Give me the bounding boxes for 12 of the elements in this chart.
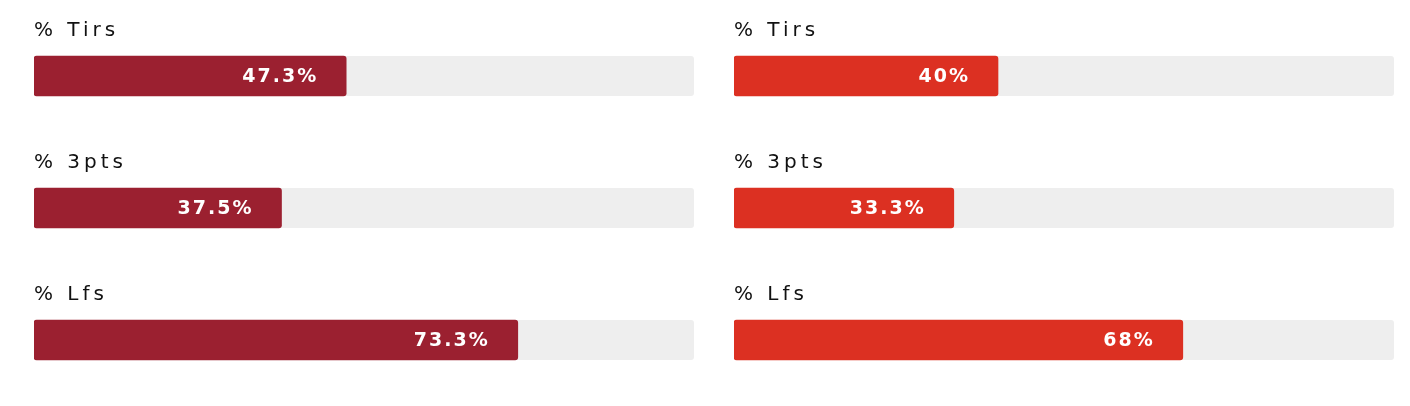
category-label: % 3pts: [734, 149, 828, 174]
category-label: % Tirs: [34, 17, 120, 42]
category-label: % Lfs: [34, 281, 108, 306]
data-label: 68%: [1103, 327, 1155, 350]
data-label: 47.3%: [242, 63, 319, 86]
data-label: 33.3%: [849, 195, 926, 218]
data-label: 73.3%: [413, 327, 490, 350]
data-label: 37.5%: [177, 195, 254, 218]
data-label: 40%: [918, 63, 970, 86]
category-label: % 3pts: [34, 149, 128, 174]
category-label: % Tirs: [734, 17, 820, 42]
category-label: % Lfs: [734, 281, 808, 306]
